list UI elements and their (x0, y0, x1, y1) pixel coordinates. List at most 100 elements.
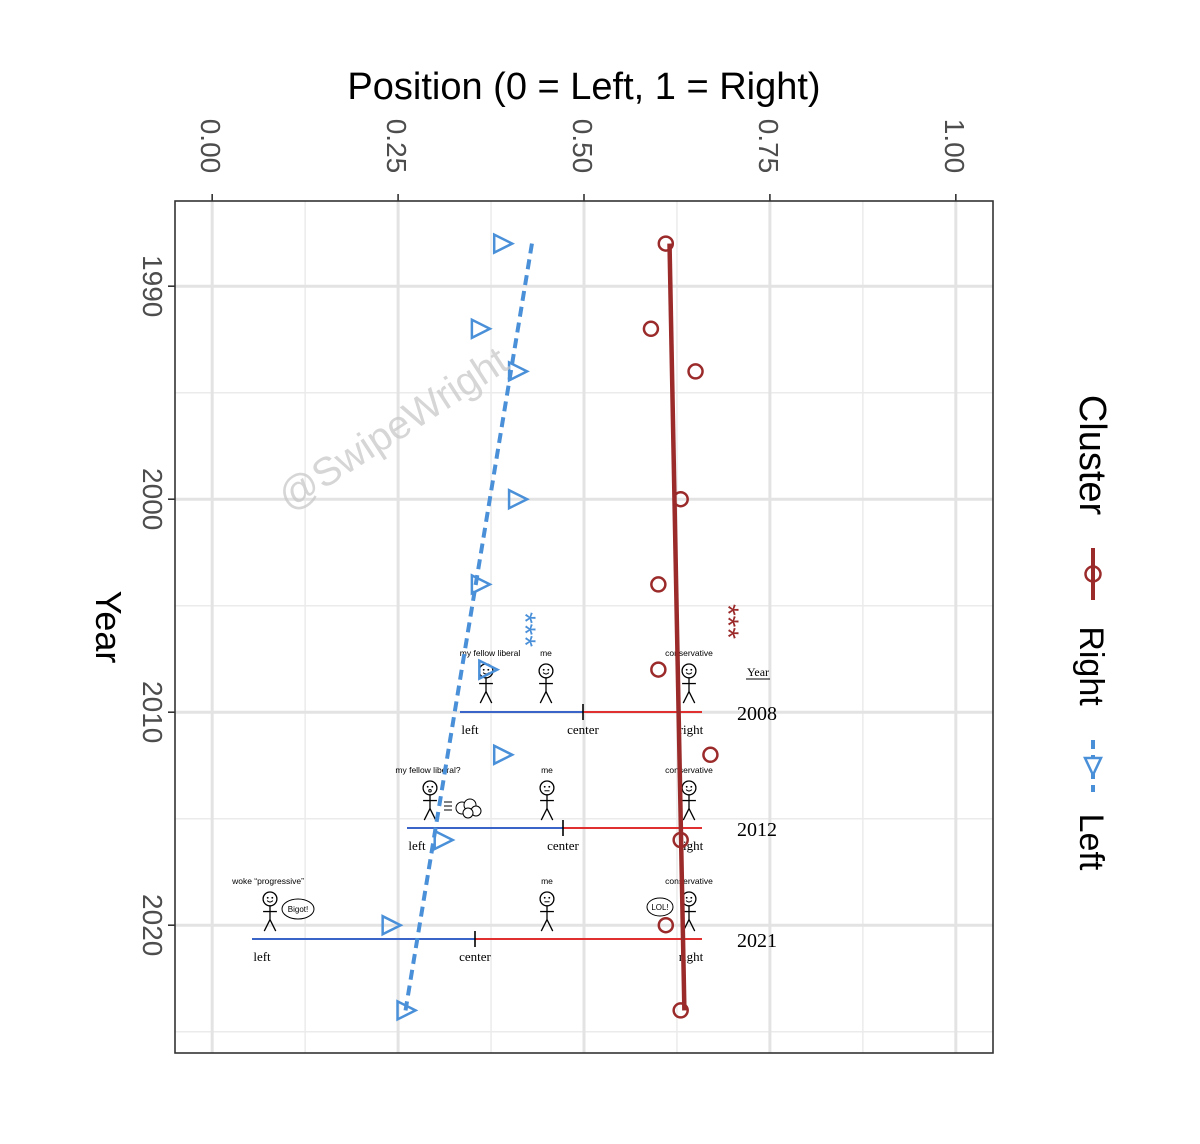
panel-year-label: 2012 (737, 819, 777, 841)
figure-eye (542, 668, 545, 671)
figure-legs (682, 690, 696, 704)
legend-key-left (1083, 740, 1103, 792)
legend: Cluster Right Left (1071, 395, 1113, 871)
marker-left (470, 573, 493, 596)
figure-eye (690, 785, 693, 788)
figure-legs (682, 918, 696, 932)
x-tick-label: 1.00 (939, 119, 970, 174)
figure-label-me: me (541, 765, 553, 775)
marker-left (433, 828, 456, 852)
figure-head (681, 663, 697, 679)
figure-head (422, 780, 438, 796)
grid-major (175, 201, 993, 1053)
marker-right (650, 661, 667, 678)
significance-right: *** (711, 604, 744, 639)
marker-left (507, 360, 530, 383)
figure-label-right: conservative (665, 765, 713, 775)
figure-eye (543, 896, 546, 899)
y-tick-label: 2020 (137, 894, 168, 956)
marker-right (657, 235, 675, 252)
figure-eye (685, 785, 688, 788)
marker-right (672, 831, 689, 849)
figure-legs (479, 690, 493, 704)
marker-right (702, 746, 719, 764)
figure-head (539, 891, 555, 907)
x-tick-label: 0.50 (567, 119, 598, 174)
plot-border (174, 200, 994, 1054)
legend-key-right (1084, 548, 1102, 600)
spectrum-left-label: left (253, 949, 271, 964)
marker-left (492, 232, 515, 255)
figure-mouth (685, 672, 693, 675)
speech-text-right: LOL! (651, 903, 668, 912)
figure-label-me: me (541, 876, 553, 886)
figure-head (539, 780, 555, 796)
figure-eye (685, 668, 688, 671)
legend-label-left: Left (1072, 814, 1110, 871)
figure-head (262, 891, 278, 907)
figure-label-me: me (540, 648, 552, 658)
figure-mouth (266, 900, 274, 903)
marker-right (650, 576, 667, 593)
figure-label-left: woke “progressive” (231, 876, 304, 886)
marker-left (492, 743, 515, 766)
spectrum-left-label: left (461, 722, 479, 737)
figure-label-right: conservative (665, 876, 713, 886)
figure-eye (426, 785, 429, 788)
x-tick-label: 0.25 (381, 119, 412, 174)
plot-panel (175, 201, 993, 1053)
spectrum-center-label: center (459, 949, 491, 964)
y-tick-label: 2000 (137, 468, 168, 530)
y-axis-title: Year (88, 591, 129, 664)
spectrum-center-label: center (567, 722, 599, 737)
x-tick-label: 0.00 (195, 119, 226, 174)
marker-left (396, 999, 419, 1022)
figure-label-right: conservative (665, 648, 713, 658)
figure-eye (547, 668, 550, 671)
marker-right (672, 1002, 689, 1019)
figure-legs (539, 690, 553, 704)
marker-right (687, 363, 704, 380)
figure-eye (431, 785, 434, 788)
figure-mouth (685, 789, 693, 792)
figure-eye (266, 896, 269, 899)
spectrum-center-label: center (547, 838, 579, 853)
marker-left (478, 658, 501, 681)
figure-eye (690, 668, 693, 671)
marker-left (381, 914, 404, 937)
figure-mouth (542, 672, 550, 675)
figure-eye (548, 785, 551, 788)
marker-left (507, 488, 530, 511)
spectrum-right-label: right (679, 838, 704, 853)
x-axis-title: Position (0 = Left, 1 = Right) (347, 66, 820, 108)
figure-mouth (428, 789, 432, 793)
trend-line-right (667, 243, 687, 1011)
panel-year-header: Year (747, 665, 769, 679)
spectrum-left-label: left (408, 838, 426, 853)
figure-eye (271, 896, 274, 899)
marker-right (642, 320, 660, 338)
figure-legs (540, 918, 554, 932)
panel-year-label: 2021 (737, 930, 777, 952)
x-tick-label: 0.75 (753, 119, 784, 174)
figure-legs (540, 807, 554, 821)
significance-left: *** (508, 612, 541, 647)
trend-line-left (403, 243, 534, 1011)
y-tick-label: 2010 (137, 681, 168, 743)
figure-eye (690, 896, 693, 899)
figure-label-left: my fellow liberal (460, 648, 521, 658)
figure-mouth (685, 900, 693, 903)
figure-eye (487, 668, 490, 671)
figure-eye (482, 668, 485, 671)
spectrum-right-label: right (679, 722, 704, 737)
marker-right (657, 916, 675, 934)
legend-label-right: Right (1072, 626, 1110, 706)
marker-left (470, 317, 493, 340)
figure-eye (685, 896, 688, 899)
figure-eye (548, 896, 551, 899)
figure-head (538, 663, 554, 679)
figure-label-left: my fellow liberal? (395, 765, 460, 775)
speech-bubble-right (646, 897, 674, 917)
series-layer (381, 232, 719, 1022)
